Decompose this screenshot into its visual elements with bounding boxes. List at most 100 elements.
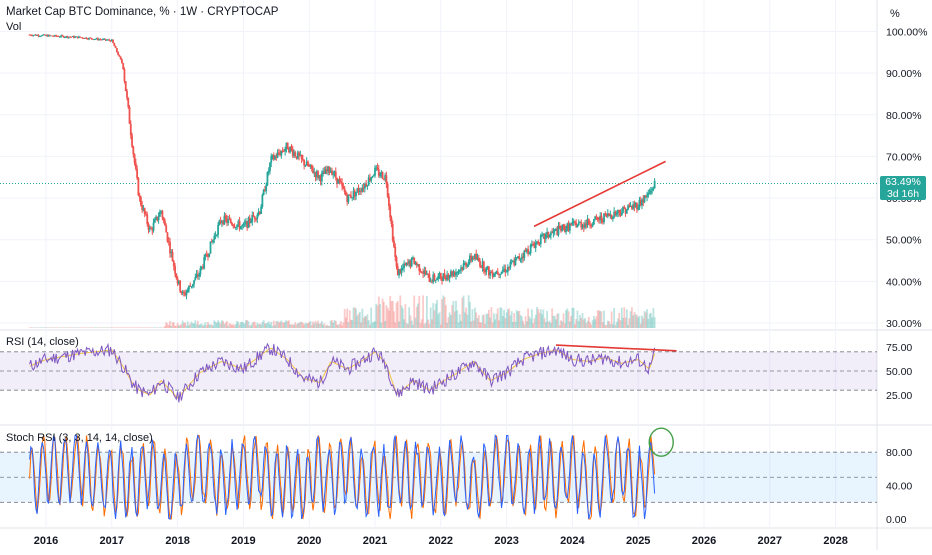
volume-bar [350, 319, 352, 328]
candle-body [322, 171, 325, 174]
candle-body [72, 36, 75, 38]
candle-body [243, 223, 246, 225]
candle-body [190, 286, 193, 287]
volume-bar [600, 311, 603, 328]
volume-bar [188, 325, 190, 328]
candle-body [405, 262, 408, 266]
volume-bar [300, 321, 303, 328]
candle-body [140, 197, 142, 206]
candle-body [562, 224, 565, 226]
candle-body [110, 39, 113, 42]
candle-body [315, 171, 318, 178]
volume-bar [395, 302, 398, 328]
candle-body [103, 38, 106, 40]
volume-bar [286, 321, 289, 328]
candle-body [646, 195, 648, 197]
volume-legend: Vol [6, 21, 22, 33]
candle-body [186, 289, 189, 292]
candle-body [394, 246, 397, 258]
volume-bar [642, 318, 645, 328]
candle-body [409, 260, 412, 267]
candle-body [357, 188, 360, 192]
candle-body [536, 241, 538, 243]
candle-body [180, 291, 183, 294]
candle-body [443, 273, 446, 278]
volume-bar [428, 324, 431, 328]
volume-bar [388, 310, 390, 328]
candle-body [162, 217, 165, 221]
volume-bar [88, 327, 90, 328]
volume-bar [347, 322, 350, 328]
candle-body [456, 272, 459, 273]
volume-bar [532, 323, 535, 328]
candle-body [648, 192, 651, 194]
candle-body [543, 233, 546, 240]
volume-bar [499, 307, 502, 328]
candle-body [481, 261, 484, 268]
volume-bar [158, 327, 161, 328]
volume-bar [296, 323, 299, 328]
time-axis-label: 2028 [823, 535, 847, 547]
volume-bar [369, 324, 371, 328]
volume-bar [627, 324, 629, 328]
candle-body [570, 224, 573, 225]
candle-body [277, 152, 280, 154]
candle-body [122, 63, 125, 70]
candle-body [544, 234, 547, 240]
volume-bar [589, 322, 592, 328]
candle-body [119, 56, 122, 60]
candle-body [617, 209, 619, 214]
candle-body [388, 196, 390, 206]
candle-body [363, 184, 366, 189]
candle-body [89, 37, 92, 39]
volume-bar [400, 305, 403, 328]
volume-bar [260, 324, 263, 328]
volume-bar [538, 312, 541, 328]
candle-body [620, 212, 623, 216]
candle-body [414, 262, 417, 265]
volume-bar [429, 307, 432, 328]
candle-body [160, 210, 163, 212]
volume-bar [160, 327, 163, 328]
volume-bar [79, 327, 82, 328]
price-axis-tick-label: 40.00% [886, 276, 922, 288]
candle-body [327, 166, 330, 172]
candle-body [519, 258, 522, 260]
candle-body [151, 228, 154, 231]
candle-body [385, 175, 388, 184]
candle-body [358, 191, 361, 192]
price-axis-unit: % [890, 8, 900, 20]
volume-bar [518, 310, 521, 328]
volume-bar [319, 323, 322, 328]
candle-body [501, 269, 504, 272]
volume-bar [380, 322, 383, 328]
volume-bar [512, 322, 514, 328]
candle-body [610, 214, 613, 219]
candle-body [174, 266, 176, 274]
candle-body [229, 219, 232, 223]
candle-body [195, 274, 198, 278]
volume-bar [256, 322, 259, 328]
volume-bar [446, 323, 449, 328]
candle-body [200, 266, 203, 269]
candle-body [429, 281, 432, 283]
volume-bar [32, 327, 35, 328]
candle-body [499, 274, 502, 275]
price-axis-tick-label: 100.00% [886, 26, 927, 38]
candle-body [609, 214, 612, 216]
candle-body [169, 241, 171, 254]
volume-bar [436, 299, 438, 328]
volume-bar [258, 323, 261, 328]
candle-body [74, 36, 77, 38]
candle-body [150, 227, 152, 229]
candle-body [444, 277, 447, 280]
price-axis-tick-label: 50.00% [886, 235, 922, 247]
time-axis-label: 2017 [100, 535, 124, 547]
candle-body [313, 172, 316, 174]
volume-bar [534, 314, 537, 328]
volume-bar [315, 323, 318, 328]
volume-bar [247, 321, 250, 328]
volume-bar [372, 321, 375, 328]
rsi-axis-tick-label: 75.00 [886, 342, 912, 354]
